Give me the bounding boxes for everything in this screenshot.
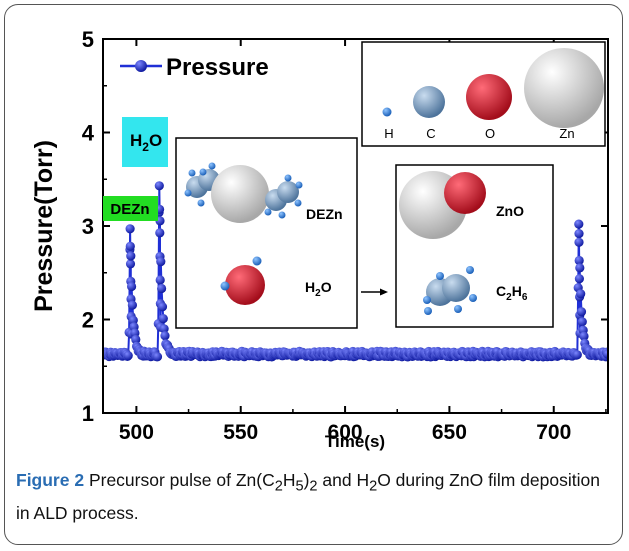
y-tick-label: 2 [82,308,94,333]
y-tick-label: 4 [82,121,95,146]
x-tick-label: 700 [536,421,571,444]
pressure-point [127,300,137,310]
zno-molecule-icon [399,171,486,239]
atom-label-zn: Zn [559,126,574,141]
reaction-arrow-icon [361,288,388,296]
pressure-point [156,257,166,267]
x-tick-label: 600 [328,421,363,444]
legend-marker [135,60,147,72]
caption-text: Precursor pulse of Zn(C2H5)2 and H2O dur… [16,470,600,523]
pressure-point [154,181,164,191]
dezn-tag: DEZn [103,196,158,221]
ethane-molecule-icon [423,266,477,315]
pressure-point [160,331,170,341]
atom-zn-icon [524,48,604,128]
pressure-point [155,228,165,238]
pressure-point [127,281,137,292]
pressure-point [158,314,168,324]
atom-legend-inset: H C O Zn [361,41,606,147]
reactant-dezn-label: DEZn [306,206,343,222]
pressure-point [155,275,165,285]
product-zno-label: ZnO [496,203,524,219]
atom-label-c: C [426,126,435,141]
pressure-point [574,274,585,284]
pressure-point [579,331,589,341]
y-tick-label: 3 [82,214,94,239]
pressure-point [575,263,585,273]
y-tick-label: 1 [82,401,94,426]
pressure-point [125,259,136,269]
product-ethane-label: C2H6 [496,283,528,303]
atom-label-h: H [384,126,393,141]
pressure-point [126,251,136,261]
atom-h-icon [382,107,392,117]
pressure-point [572,350,582,360]
figure-label: Figure 2 [16,470,85,490]
products-inset: ZnO C2H6 [395,164,554,328]
reactants-box [175,137,358,329]
pressure-point [574,255,584,266]
reactant-water-label: H2O [305,279,332,299]
figure-caption: Figure 2 Precursor pulse of Zn(C2H5)2 an… [16,467,616,526]
pressure-point [577,317,587,327]
x-tick-label: 550 [223,421,258,444]
pressure-series [103,181,608,362]
atom-label-o: O [485,126,495,141]
y-tick-label: 5 [82,27,94,52]
pressure-point [574,219,584,229]
pressure-point [159,324,169,334]
pressure-point [574,229,584,239]
y-axis-label: Pressure(Torr) [30,140,58,312]
x-axis: 500 550 600 650 700 [119,39,607,444]
pressure-point [157,302,168,312]
pressure-point [123,351,133,361]
pressure-point [602,349,608,359]
dezn-tag-text: DEZn [110,201,149,218]
pressure-point [125,241,135,251]
pressure-point [576,307,587,317]
x-tick-label: 650 [432,421,467,444]
x-axis-label: Time(s) [325,432,385,451]
pressure-point [157,283,167,294]
x-tick-label: 500 [119,421,154,444]
pressure-point [152,352,163,362]
dezn-tag-bg [103,196,158,221]
pressure-point [574,237,584,247]
legend: Pressure [120,54,269,81]
y-axis: 1 2 3 4 5 [82,27,608,426]
legend-label: Pressure [166,54,269,81]
pressure-point [125,224,135,234]
atom-c-icon [413,86,445,118]
reactants-inset: DEZn H2O [175,137,358,329]
h2o-tag-bg [122,117,168,167]
dezn-molecule-icon [184,162,303,223]
atom-o-icon [466,74,512,120]
pressure-point [131,334,141,345]
h2o-tag: H2O [122,117,168,167]
water-molecule-icon [220,256,265,305]
h2o-tag-text: H2O [130,131,162,154]
pressure-point [576,289,586,299]
